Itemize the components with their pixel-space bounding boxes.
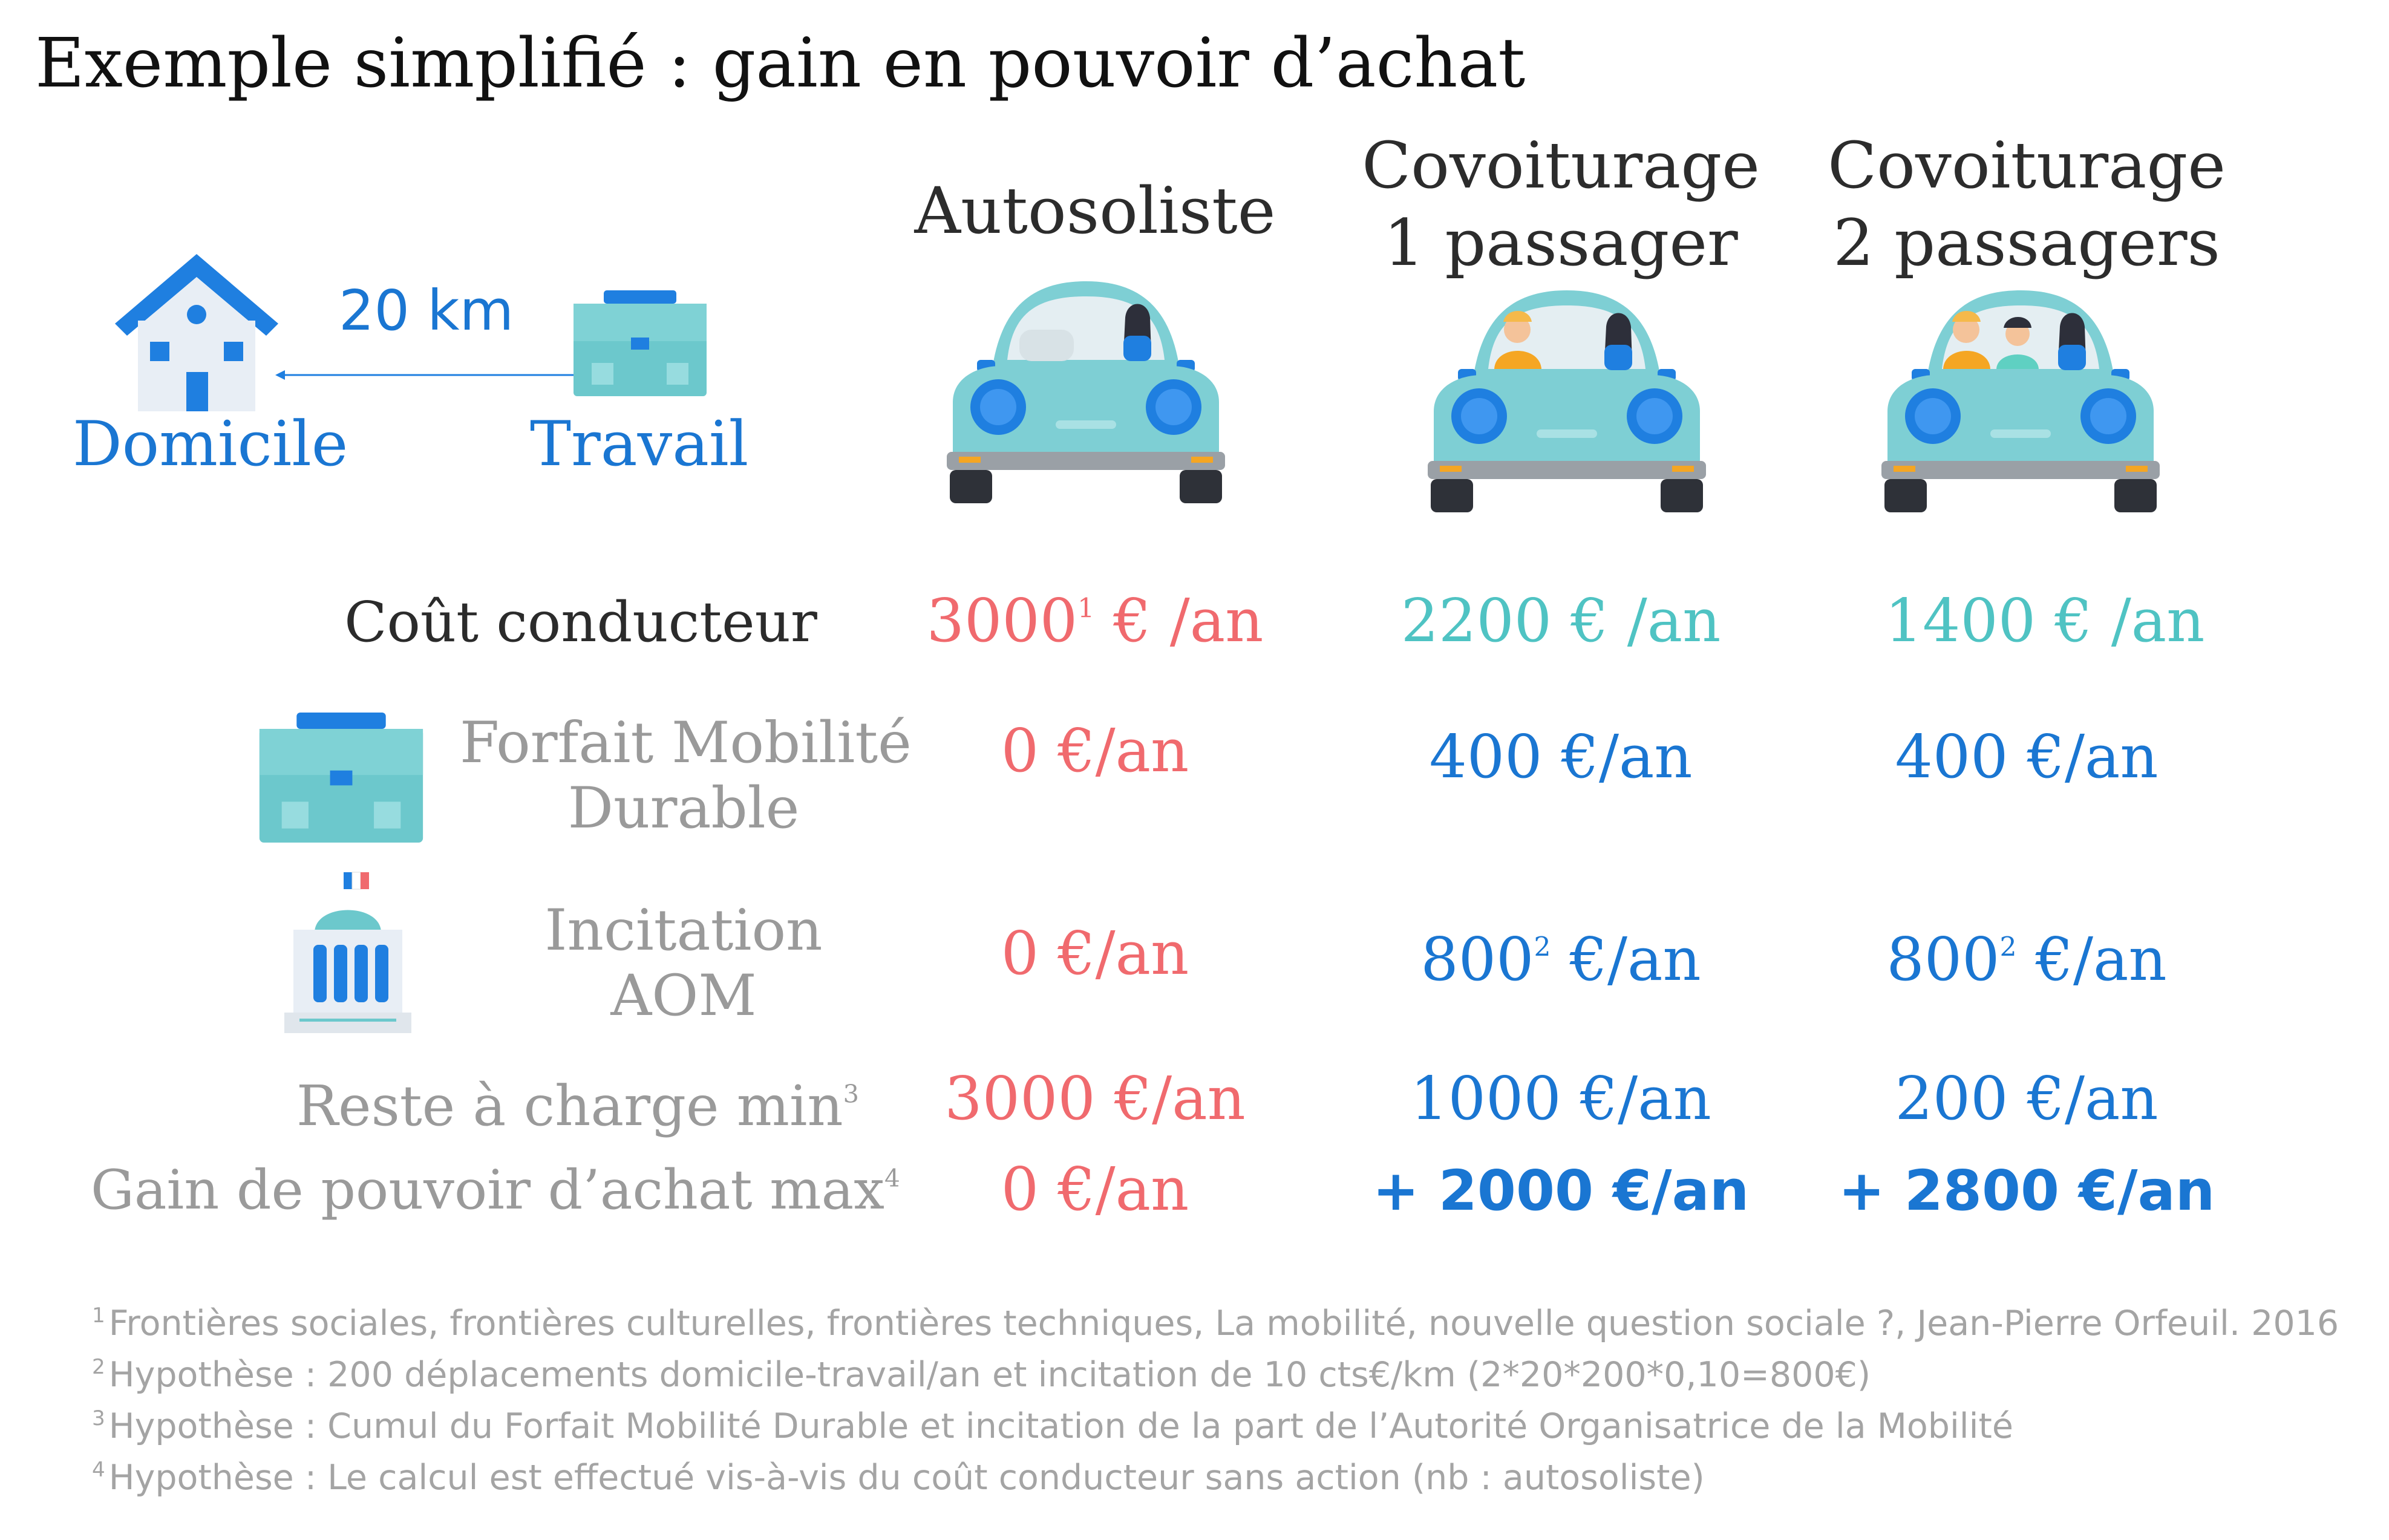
- footnote-3: 3 Hypothèse : Cumul du Forfait Mobilité D…: [92, 1406, 2013, 1446]
- column-header-line1: Covoiturage: [1828, 128, 2226, 203]
- value-gain-covoit-1: + 2000 €/an: [1372, 1158, 1750, 1223]
- footnote-ref: 4: [884, 1163, 900, 1193]
- page-title: Exemple simplifié : gain en pouvoir d’ac…: [35, 24, 1526, 103]
- value-cout-covoit-1: 2200 € /an: [1400, 587, 1721, 656]
- value-main: 800: [1420, 925, 1534, 994]
- value-unit: €/an: [2016, 925, 2167, 994]
- value-incitation-covoit-2: 8002 €/an: [1809, 925, 2244, 994]
- house-icon: [115, 254, 278, 411]
- value-forfait-autosoliste: 0 €/an: [1001, 717, 1189, 786]
- home-label: Domicile: [73, 408, 348, 480]
- value-incitation-autosoliste: 0 €/an: [1001, 919, 1189, 988]
- value-gain-autosoliste: 0 €/an: [1001, 1155, 1189, 1224]
- footnote-4: 4 Hypothèse : Le calcul est effectué vis-…: [92, 1458, 1705, 1498]
- briefcase-icon: [574, 290, 707, 396]
- value-reste-autosoliste: 3000 €/an: [944, 1065, 1246, 1134]
- footnote-number: 4: [92, 1458, 105, 1483]
- row-label-line2: Durable: [567, 775, 800, 841]
- value-cout-autosoliste: 30001 € /an: [877, 587, 1313, 656]
- row-label-reste-a-charge: Reste à charge min3: [242, 1074, 859, 1138]
- row-label-text: Gain de pouvoir d’achat max: [91, 1158, 885, 1222]
- footnote-number: 2: [92, 1355, 105, 1380]
- footnote-text: Hypothèse : Le calcul est effectué vis-à…: [108, 1458, 1705, 1498]
- row-label-incitation-aom: Incitation AOM: [460, 898, 907, 1029]
- row-label-line1: Incitation: [544, 898, 823, 964]
- distance-label: 20 km: [339, 278, 514, 343]
- car-icon: [947, 281, 1225, 503]
- footnote-number: 3: [92, 1406, 105, 1431]
- value-forfait-covoit-1: 400 €/an: [1429, 723, 1693, 792]
- value-main: 3000: [926, 587, 1078, 656]
- column-header-autosoliste: Autosoliste: [877, 172, 1313, 250]
- value-cout-covoit-2: 1400 € /an: [1884, 587, 2205, 656]
- car-icon: [1881, 290, 2160, 512]
- row-label-cout-conducteur: Coût conducteur: [344, 590, 817, 654]
- value-gain-covoit-2: + 2800 €/an: [1838, 1158, 2215, 1223]
- trip-section: 20 km Domicile Travail: [67, 236, 762, 490]
- column-header-line2: 2 passagers: [1833, 206, 2220, 280]
- row-label-line1: Forfait Mobilité: [460, 710, 912, 776]
- footnote-1: 1 Frontières sociales, frontières culture…: [92, 1303, 2339, 1343]
- footnote-number: 1: [92, 1303, 105, 1328]
- row-label-forfait-mobilite: Forfait Mobilité Durable: [460, 710, 912, 841]
- value-unit: €/an: [1551, 925, 1701, 994]
- footnote-2: 2 Hypothèse : 200 déplacements domicile-t…: [92, 1355, 1871, 1395]
- footnote-ref: 2: [1999, 932, 2017, 963]
- value-incitation-covoit-1: 8002 €/an: [1343, 925, 1779, 994]
- value-unit: € /an: [1094, 587, 1264, 656]
- value-reste-covoit-1: 1000 €/an: [1410, 1065, 1711, 1134]
- value-main: 800: [1886, 925, 2000, 994]
- briefcase-icon: [259, 713, 423, 843]
- column-header-line2: 1 passager: [1384, 206, 1738, 280]
- row-label-line2: AOM: [610, 963, 757, 1029]
- town-hall-icon: [284, 872, 411, 1033]
- column-header-covoit-2: Covoiturage 2 passagers: [1809, 127, 2244, 282]
- footnote-text: Frontières sociales, frontières culturel…: [108, 1303, 2339, 1343]
- row-label-gain-pouvoir-achat: Gain de pouvoir d’achat max4: [91, 1158, 900, 1222]
- car-icon: [1428, 290, 1706, 512]
- value-forfait-covoit-2: 400 €/an: [1895, 723, 2159, 792]
- column-header-line1: Autosoliste: [914, 174, 1276, 248]
- value-reste-covoit-2: 200 €/an: [1895, 1065, 2159, 1134]
- footnote-ref: 2: [1534, 932, 1551, 963]
- column-header-line1: Covoiturage: [1362, 128, 1760, 203]
- footnote-ref: 3: [843, 1079, 859, 1109]
- column-header-covoit-1: Covoiturage 1 passager: [1343, 127, 1779, 282]
- footnote-text: Hypothèse : Cumul du Forfait Mobilité Du…: [108, 1406, 2013, 1446]
- row-label-text: Reste à charge min: [296, 1074, 843, 1138]
- work-label: Travail: [530, 408, 749, 480]
- footnote-text: Hypothèse : 200 déplacements domicile-tr…: [108, 1355, 1871, 1395]
- footnote-ref: 1: [1077, 593, 1095, 624]
